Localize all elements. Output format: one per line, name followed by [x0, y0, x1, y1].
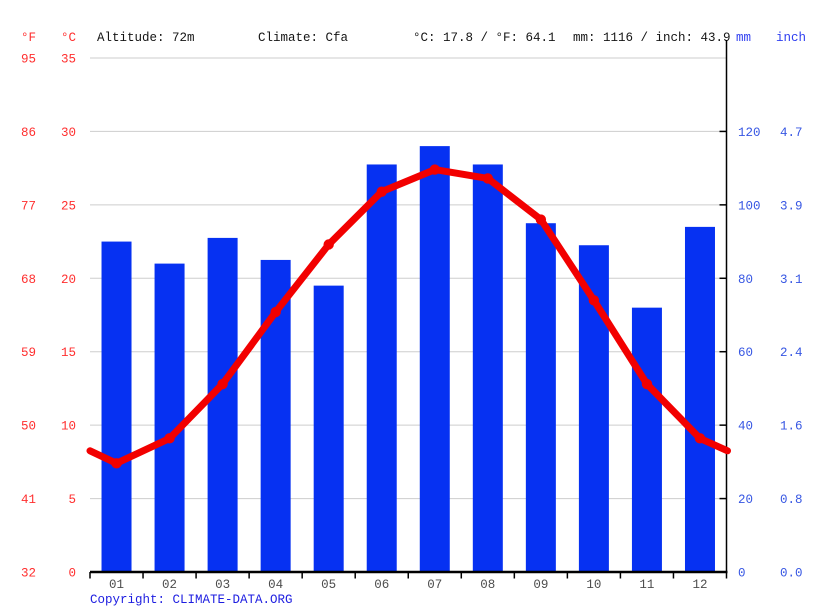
inch-axis-label: 2.4 [780, 346, 803, 360]
bar-month-03 [207, 237, 238, 571]
month-label: 12 [692, 578, 707, 592]
mm-axis-label: 20 [738, 493, 753, 507]
bar-month-11 [631, 307, 662, 571]
month-label: 10 [586, 578, 601, 592]
altitude-label: Altitude: 72m [97, 31, 195, 45]
copyright-prefix: Copyright: [90, 593, 173, 607]
precipitation-summary-label: mm: 1116 / inch: 43.9 [573, 31, 731, 45]
bar-month-08 [472, 164, 503, 571]
month-label: 05 [321, 578, 336, 592]
temperature-line [86, 166, 731, 467]
temperature-point-07 [429, 164, 440, 175]
inch-axis-label: 0.8 [780, 493, 803, 507]
bar-month-02 [154, 263, 185, 571]
month-label: 07 [427, 578, 442, 592]
bar-month-07 [419, 146, 450, 571]
inch-axis-label: 0.0 [780, 567, 803, 581]
bar-month-09 [525, 223, 556, 571]
bar-month-01 [101, 241, 132, 572]
temperature-summary-label: °C: 17.8 / °F: 64.1 [413, 31, 556, 45]
f-unit-header: °F [21, 31, 36, 45]
climate-class-label: Climate: Cfa [258, 31, 349, 45]
temperature-point-03 [217, 378, 228, 390]
temperature-point-12 [694, 433, 706, 444]
c-axis-label: 5 [68, 493, 76, 507]
temperature-point-04 [270, 306, 281, 318]
temperature-point-06 [376, 186, 387, 197]
f-axis-label: 68 [21, 273, 36, 287]
c-axis-label: 35 [61, 53, 76, 67]
month-label: 08 [480, 578, 495, 592]
f-axis-label: 50 [21, 420, 36, 434]
temperature-point-02 [164, 433, 175, 444]
month-label: 11 [639, 578, 654, 592]
temperature-point-05 [323, 239, 334, 250]
inch-unit-header: inch [776, 31, 806, 45]
f-axis-label: 77 [21, 199, 36, 213]
temperature-point-10 [588, 295, 600, 306]
f-axis-label: 59 [21, 346, 36, 360]
copyright-line: Copyright: CLIMATE-DATA.ORG [90, 593, 293, 607]
mm-unit-header: mm [736, 31, 751, 45]
temperature-point-11 [641, 378, 653, 390]
temperature-point-09 [535, 214, 547, 225]
month-label: 04 [268, 578, 283, 592]
mm-axis-label: 0 [738, 567, 746, 581]
month-label: 06 [374, 578, 389, 592]
f-axis-label: 86 [21, 126, 36, 140]
c-axis-label: 0 [68, 567, 76, 581]
mm-axis-label: 120 [738, 126, 761, 140]
c-axis-label: 20 [61, 273, 76, 287]
mm-axis-label: 80 [738, 273, 753, 287]
f-axis-label: 41 [21, 493, 36, 507]
inch-axis-label: 3.1 [780, 273, 803, 287]
month-label: 09 [533, 578, 548, 592]
mm-axis-label: 40 [738, 420, 753, 434]
copyright-link[interactable]: CLIMATE-DATA.ORG [172, 593, 293, 607]
bar-month-05 [313, 285, 344, 571]
bar-month-06 [366, 164, 397, 571]
inch-axis-label: 1.6 [780, 420, 803, 434]
c-unit-header: °C [61, 31, 76, 45]
c-axis-label: 15 [61, 346, 76, 360]
c-axis-label: 25 [61, 199, 76, 213]
mm-axis-label: 60 [738, 346, 753, 360]
inch-axis-label: 4.7 [780, 126, 803, 140]
inch-axis-label: 3.9 [780, 199, 803, 213]
c-axis-label: 30 [61, 126, 76, 140]
month-label: 02 [162, 578, 177, 592]
month-label: 01 [109, 578, 124, 592]
bar-month-12 [684, 226, 715, 571]
temperature-point-08 [482, 173, 494, 184]
f-axis-label: 95 [21, 53, 36, 67]
month-label: 03 [215, 578, 230, 592]
temperature-point-01 [111, 458, 122, 469]
c-axis-label: 10 [61, 420, 76, 434]
f-axis-label: 32 [21, 567, 36, 581]
mm-axis-label: 100 [738, 199, 761, 213]
